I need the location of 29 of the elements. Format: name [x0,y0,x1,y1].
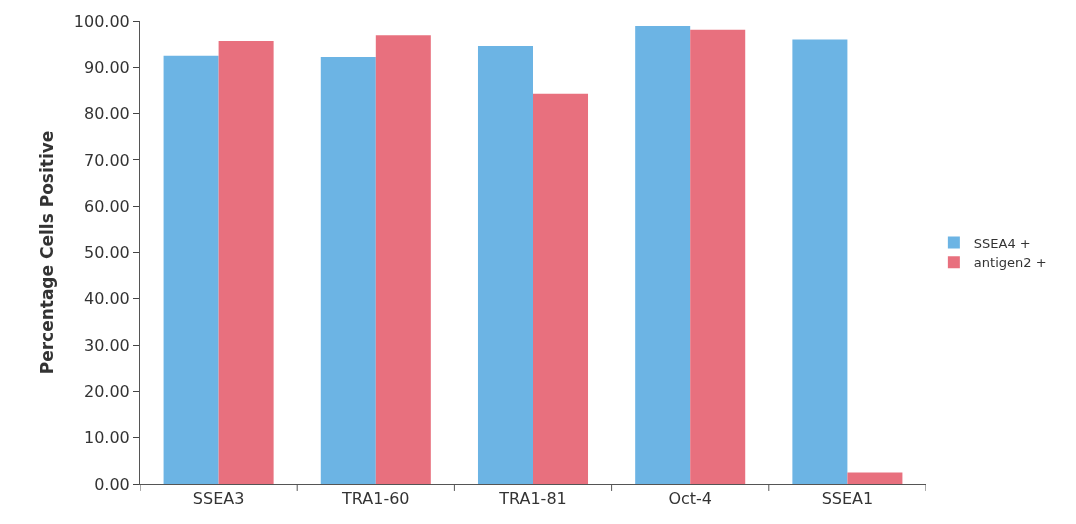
y-axis-title: Percentage Cells Positive [37,130,58,375]
bar [533,93,589,484]
bar [635,26,691,484]
y-tick-label: 20.00 [83,382,130,401]
bar [320,57,376,484]
bar [690,29,746,484]
y-tick-label: 0.00 [94,474,130,494]
x-tick-label: SSEA3 [192,489,245,509]
bar [477,46,533,484]
x-tick-label: SSEA1 [821,489,874,509]
y-tick-label: 40.00 [83,289,130,309]
y-tick-label: 90.00 [83,57,130,77]
bar [792,39,848,484]
bar [218,40,274,484]
y-tick-label: 80.00 [83,104,130,124]
y-tick-label: 100.00 [73,11,130,31]
bar [847,472,903,484]
legend-label: antigen2 + [973,255,1047,271]
y-tick-label: 10.00 [83,428,130,448]
x-tick-label: Oct-4 [668,489,713,509]
y-tick-label: 30.00 [83,335,130,355]
y-tick-label: 60.00 [83,196,130,216]
x-tick-label: TRA1-60 [341,489,410,509]
bar [375,35,431,484]
bar [163,55,219,484]
y-tick-label: 50.00 [83,243,130,263]
y-tick-label: 70.00 [83,150,130,170]
legend-label: SSEA4 + [973,235,1031,251]
x-tick-label: TRA1-81 [498,489,567,509]
